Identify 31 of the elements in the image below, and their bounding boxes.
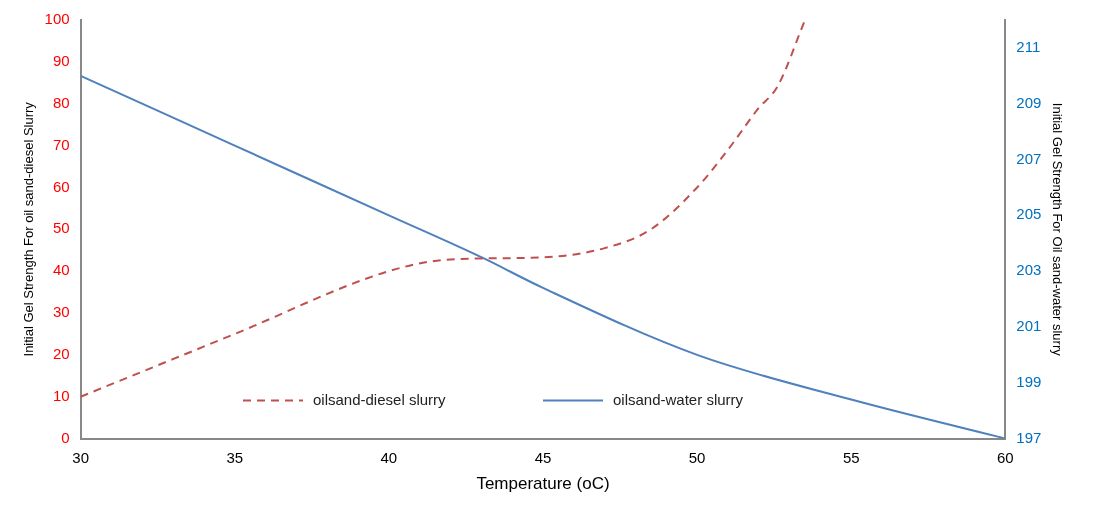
y2-tick-label: 203 (1016, 261, 1042, 279)
y-tick-label: 20 (52, 345, 70, 363)
y-tick-label: 0 (61, 428, 70, 446)
y-tick-label: 70 (52, 135, 70, 153)
x-tick-label: 60 (997, 448, 1014, 466)
x-tick-label: 55 (842, 448, 860, 466)
y2-tick-label: 209 (1016, 93, 1042, 111)
y2-tick-label: 197 (1016, 428, 1042, 446)
x-tick-label: 45 (534, 448, 552, 466)
y-tick-label: 60 (52, 177, 70, 195)
legend-label: oilsand-diesel slurry (313, 390, 447, 408)
y2-tick-label: 199 (1016, 372, 1042, 390)
y-tick-label: 10 (52, 386, 70, 404)
y-tick-label: 80 (52, 93, 70, 111)
legend-label: oilsand-water slurry (613, 390, 744, 408)
y2-tick-label: 201 (1016, 317, 1042, 335)
x-axis-title: Temperature (oC) (476, 474, 610, 494)
y2-tick-label: 205 (1016, 205, 1042, 223)
y-tick-label: 100 (44, 10, 70, 28)
y2-axis-title: Initial Gel Strength For Oil sand-water slurry (1049, 102, 1065, 357)
y-axis-title: Initial Gel Strength For oil sand-diesel Slurry (21, 101, 37, 357)
x-tick-label: 40 (380, 448, 398, 466)
x-tick-label: 30 (72, 448, 89, 466)
y-tick-label: 40 (52, 261, 70, 279)
y2-tick-label: 207 (1016, 149, 1042, 167)
y-tick-label: 90 (52, 52, 70, 69)
y-tick-label: 30 (52, 303, 70, 321)
x-tick-label: 35 (226, 448, 244, 466)
y2-tick-label: 211 (1016, 38, 1041, 56)
y-tick-label: 50 (52, 219, 70, 237)
x-tick-label: 50 (688, 448, 706, 466)
